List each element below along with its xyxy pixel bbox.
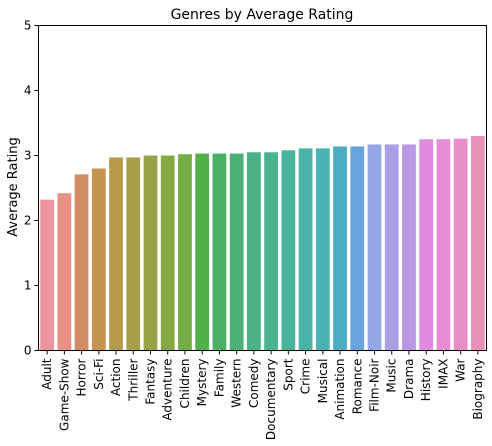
x-tick-label: Adventure	[161, 359, 175, 421]
bar-fantasy	[143, 155, 158, 351]
x-tick-label: Film-Noir	[368, 358, 382, 411]
bar-horror	[74, 174, 89, 351]
x-tick-label: Fantasy	[144, 359, 158, 405]
bar-drama	[402, 144, 416, 351]
x-tick-label: Adult	[40, 358, 54, 390]
plot-frame	[38, 25, 487, 351]
y-axis-title: Average Rating	[6, 137, 21, 236]
x-tick-label: War	[454, 358, 468, 381]
bar-musical	[315, 148, 330, 351]
bar-adult	[40, 199, 55, 351]
x-tick-label: Action	[109, 359, 123, 397]
x-ticks-group: Adult Game-Show Horror Sci-Fi Action Thriller…	[40, 350, 485, 441]
bar-children	[178, 154, 192, 351]
bar-adventure	[160, 155, 175, 351]
bar-sci-fi	[91, 168, 106, 351]
bar-western	[229, 153, 244, 351]
x-tick-label: Documentary	[264, 359, 278, 441]
x-tick-label: Comedy	[247, 359, 261, 409]
y-ticks-group: 0 1 2 3 4 5	[24, 19, 39, 358]
bar-thriller	[126, 157, 141, 351]
bar-film-noir	[367, 144, 382, 351]
bar-music	[384, 144, 399, 351]
bar-sport	[281, 150, 296, 351]
x-tick-label: Crime	[299, 359, 313, 395]
bars-group	[40, 136, 485, 351]
chart-title: Genres by Average Rating	[171, 7, 354, 23]
x-tick-label: Romance	[350, 359, 364, 415]
bar-game-show	[57, 193, 72, 351]
bar-romance	[350, 146, 365, 351]
x-tick-label: Music	[385, 359, 399, 393]
bar-imax	[436, 139, 451, 351]
bar-action	[109, 157, 123, 351]
x-tick-label: Animation	[333, 359, 347, 420]
x-tick-label: Thriller	[126, 358, 140, 401]
bar-mystery	[195, 153, 210, 351]
x-tick-label: Western	[230, 359, 244, 408]
bar-biography	[470, 136, 485, 351]
x-tick-label: Game-Show	[57, 358, 71, 431]
x-tick-label: History	[419, 359, 433, 402]
x-tick-label: Horror	[75, 358, 89, 396]
y-tick-label: 4	[24, 84, 32, 98]
y-tick-label: 5	[24, 19, 32, 33]
bar-history	[419, 139, 434, 351]
bar-crime	[298, 148, 313, 351]
x-tick-label: Mystery	[195, 359, 209, 407]
bar-animation	[333, 146, 347, 351]
bar-family	[212, 153, 227, 351]
y-tick-label: 1	[24, 279, 32, 293]
x-tick-label: Musical	[316, 359, 330, 404]
y-tick-label: 2	[24, 214, 32, 228]
y-tick-label: 0	[24, 344, 32, 358]
x-tick-label: Biography	[471, 359, 485, 420]
x-tick-label: IMAX	[436, 359, 450, 389]
x-tick-label: Family	[212, 359, 226, 398]
bar-war	[453, 138, 468, 351]
x-tick-label: Drama	[402, 359, 416, 400]
x-tick-label: Sport	[281, 358, 295, 391]
bar-documentary	[264, 152, 279, 351]
y-tick-label: 3	[24, 149, 32, 163]
x-tick-label: Children	[178, 359, 192, 409]
x-tick-label: Sci-Fi	[92, 359, 106, 390]
bar-comedy	[246, 152, 261, 351]
